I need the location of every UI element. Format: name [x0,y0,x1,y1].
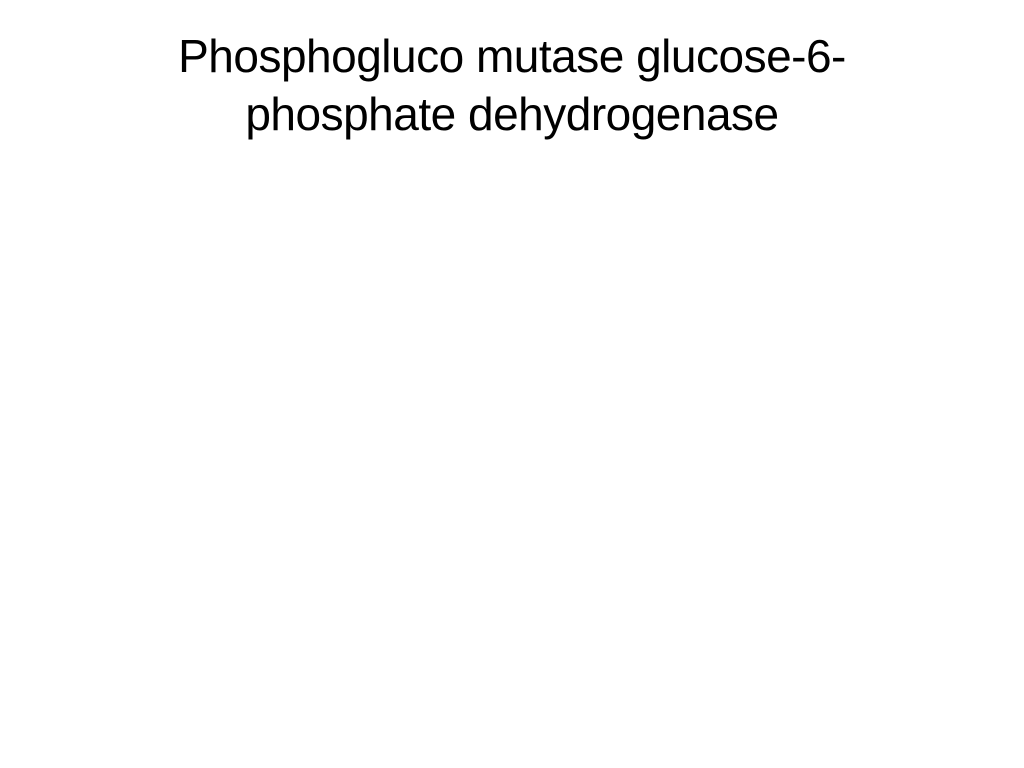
title-line-2: phosphate dehydrogenase [245,88,778,140]
slide-title: Phosphogluco mutase glucose-6- phosphate… [0,28,1024,143]
slide-container: Phosphogluco mutase glucose-6- phosphate… [0,0,1024,768]
title-line-1: Phosphogluco mutase glucose-6- [178,30,846,82]
